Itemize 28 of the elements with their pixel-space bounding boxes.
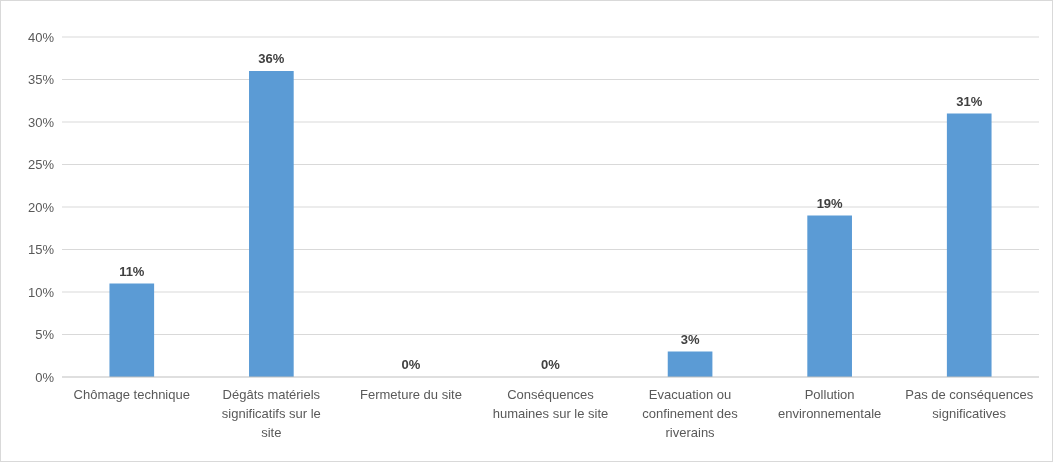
x-tick-label: Conséquences humaines sur le site <box>492 387 609 421</box>
data-label: 19% <box>816 195 844 211</box>
y-tick-label: 0% <box>35 369 55 385</box>
y-tick-label: 30% <box>27 114 55 130</box>
bar <box>667 351 713 377</box>
y-tick-label: 25% <box>27 157 55 173</box>
bar <box>109 283 155 377</box>
data-label: 0% <box>541 357 561 372</box>
y-tick-label: 40% <box>27 29 55 45</box>
bar <box>807 215 852 377</box>
y-tick-label: 10% <box>27 284 55 300</box>
data-label: 3% <box>680 331 700 347</box>
x-tick-label: Pas de conséquences significatives <box>905 387 1034 421</box>
y-tick-label: 15% <box>27 242 55 258</box>
data-label: 0% <box>401 357 421 372</box>
x-tick-label: Dégâts matériels significatifs sur le site <box>221 387 321 440</box>
x-tick-label: Chômage technique <box>73 387 190 402</box>
x-tick-label: Pollution environnementale <box>777 387 882 421</box>
y-tick-label: 20% <box>27 199 55 215</box>
x-tick-label: Fermeture du site <box>359 387 462 402</box>
data-label: 11% <box>119 263 145 279</box>
y-tick-label: 35% <box>27 72 55 88</box>
x-tick-label: Evacuation ou confinement des riverains <box>642 387 739 440</box>
bar <box>249 71 294 377</box>
data-label: 36% <box>258 51 285 66</box>
y-tick-label: 5% <box>35 327 55 343</box>
data-label: 31% <box>956 93 983 109</box>
bar <box>946 113 992 377</box>
